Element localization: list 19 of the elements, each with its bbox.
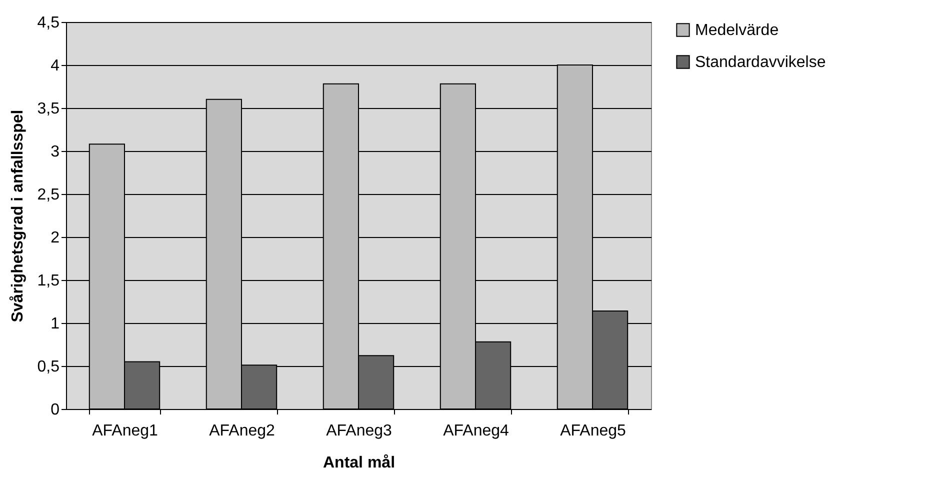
y-tick-label: 4 [50, 58, 60, 74]
legend-label: Medelvärde [695, 22, 779, 39]
x-tick-label: AFAneg5 [560, 422, 626, 440]
y-tick-label: 2,5 [37, 186, 60, 204]
x-axis-title: Antal mål [322, 454, 396, 472]
y-tick-label: 0,5 [37, 358, 60, 376]
x-tick-label: AFAneg1 [92, 422, 158, 440]
y-tick-label: 3,5 [37, 100, 60, 118]
x-tick-label: AFAneg3 [326, 422, 392, 440]
y-tick-label: 1 [50, 316, 60, 332]
y-tick-label: 2 [50, 230, 60, 246]
y-tick-label: 4,5 [37, 14, 60, 32]
x-tick-label: AFAneg4 [443, 422, 510, 440]
y-tick-label: 1,5 [37, 272, 60, 290]
x-tick-label: AFAneg2 [209, 422, 276, 440]
legend-label: Standardavvikelse [695, 54, 826, 71]
y-tick-label: 0 [50, 402, 60, 418]
y-tick-label: 3 [50, 144, 60, 160]
y-axis-title: Svårighetsgrad i anfallsspel [8, 110, 26, 322]
